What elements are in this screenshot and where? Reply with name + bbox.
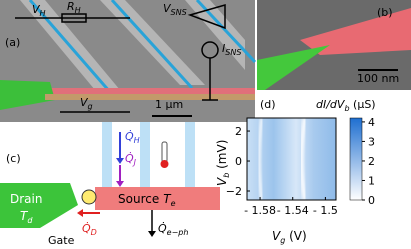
wire: [28, 0, 112, 93]
source-region: [300, 8, 411, 55]
label-main: T: [20, 209, 29, 223]
label: Td: [20, 209, 33, 225]
colorbar-title: dI/dVb (μS): [316, 98, 376, 113]
label-main: V: [215, 177, 229, 186]
label: Gate: [48, 234, 75, 247]
gate-strip: [45, 94, 255, 100]
heatmap-feature: [299, 117, 307, 201]
colorbar-tick-label: 3: [368, 135, 375, 148]
arrow-head: [77, 209, 83, 217]
source-box: [95, 187, 220, 210]
label-main: T: [163, 192, 172, 206]
label-main: Q̇: [82, 222, 91, 235]
label-sub: e: [171, 199, 176, 208]
label: Q̇D: [82, 222, 97, 237]
label-sub: g: [280, 236, 285, 245]
y-tick-label: 2: [235, 125, 242, 138]
label-sub: H: [75, 6, 81, 15]
scale-label: 100 nm: [357, 72, 399, 85]
label-sub: d: [27, 216, 33, 225]
colorbar-tick-label: 1: [368, 174, 375, 187]
label-main: V: [80, 96, 89, 109]
label-sub: J: [132, 158, 137, 167]
colorbar-tick-label: 4: [368, 116, 375, 129]
label-sub: b: [344, 104, 349, 113]
lead: [140, 122, 150, 188]
plot-frame: [246, 117, 337, 201]
label: Source Te: [118, 192, 176, 208]
label: VH: [32, 3, 46, 18]
y-tick-label: 0: [235, 155, 242, 168]
label-sub: b: [222, 173, 231, 178]
wire: [110, 0, 194, 90]
panel-label: (c): [6, 152, 21, 165]
x-tick-label: - 1.54: [277, 204, 309, 217]
label: ISNS: [222, 42, 241, 57]
label: Q̇e−ph: [158, 222, 188, 237]
label: Drain: [10, 192, 42, 206]
lead: [185, 122, 195, 188]
label: Q̇H: [125, 130, 140, 145]
lead: [102, 122, 112, 188]
colorbar-tick-label: 0: [368, 194, 375, 207]
label-main: I: [222, 42, 225, 55]
label-sub: SNS: [225, 48, 241, 57]
source-strip: [0, 88, 255, 94]
panel-label: (a): [5, 36, 20, 49]
junction: [81, 189, 97, 205]
label-main: Q̇: [158, 222, 167, 235]
panel-label: (d): [260, 98, 276, 111]
y-axis-label: Vb (mV): [215, 140, 231, 186]
panel-a: (a) VH RH VSNS ISNS Vg 1 μm: [0, 0, 257, 122]
label-main: V: [163, 2, 172, 15]
panel-b: (b) 100 nm: [257, 0, 411, 90]
drain-region: [257, 45, 330, 90]
arrow-head: [148, 231, 156, 237]
resistor: [61, 13, 87, 23]
amplifier: [187, 4, 226, 30]
label-tail: (mV): [215, 140, 229, 173]
label-main: V: [272, 229, 281, 243]
label-main: Source: [118, 192, 159, 206]
drain-shape: [0, 183, 78, 228]
lead: [185, 0, 245, 70]
scale-label: 1 μm: [155, 98, 183, 111]
label-sub: SNS: [171, 8, 187, 17]
x-tick-label: - 1.58: [244, 204, 276, 217]
thermometer-bulb: [160, 160, 169, 168]
label-sub: e−ph: [167, 228, 189, 237]
label-main: Q̇: [125, 152, 134, 165]
arrow-head: [116, 181, 124, 187]
heatmap-feature: [257, 117, 264, 201]
x-axis-label: Vg (V): [272, 229, 307, 245]
label-tail: (μS): [350, 98, 376, 111]
label: Vg: [80, 96, 93, 111]
drain: [0, 80, 55, 110]
label: Q̇J: [125, 152, 137, 167]
label-sub: H: [134, 136, 140, 145]
panel-label: (b): [377, 6, 393, 19]
label-main: R: [67, 0, 75, 13]
arrow-head: [116, 158, 124, 164]
label-sub: g: [88, 102, 93, 111]
colorbar-tick-label: 2: [368, 155, 375, 168]
colorbar: [349, 117, 363, 201]
label: RH: [67, 0, 81, 15]
panel-c: (c) Drain Td Source Te Q̇H Q̇J Q̇e−ph Q̇D…: [0, 122, 220, 247]
label-main: V: [32, 3, 41, 16]
thermometer: [161, 141, 168, 163]
label-sub: D: [91, 228, 97, 237]
label: VSNS: [163, 2, 187, 17]
label-tail: (V): [285, 229, 306, 243]
label-main: Q̇: [125, 130, 134, 143]
y-tick-label: −2: [226, 185, 242, 198]
label-sub: H: [40, 9, 46, 18]
label-main: dI/dV: [316, 98, 346, 111]
x-tick-label: - 1.5: [313, 204, 338, 217]
panel-d: (d) dI/dVb (μS) Vg (V) Vb (mV) - 1.58- 1…: [215, 98, 376, 245]
